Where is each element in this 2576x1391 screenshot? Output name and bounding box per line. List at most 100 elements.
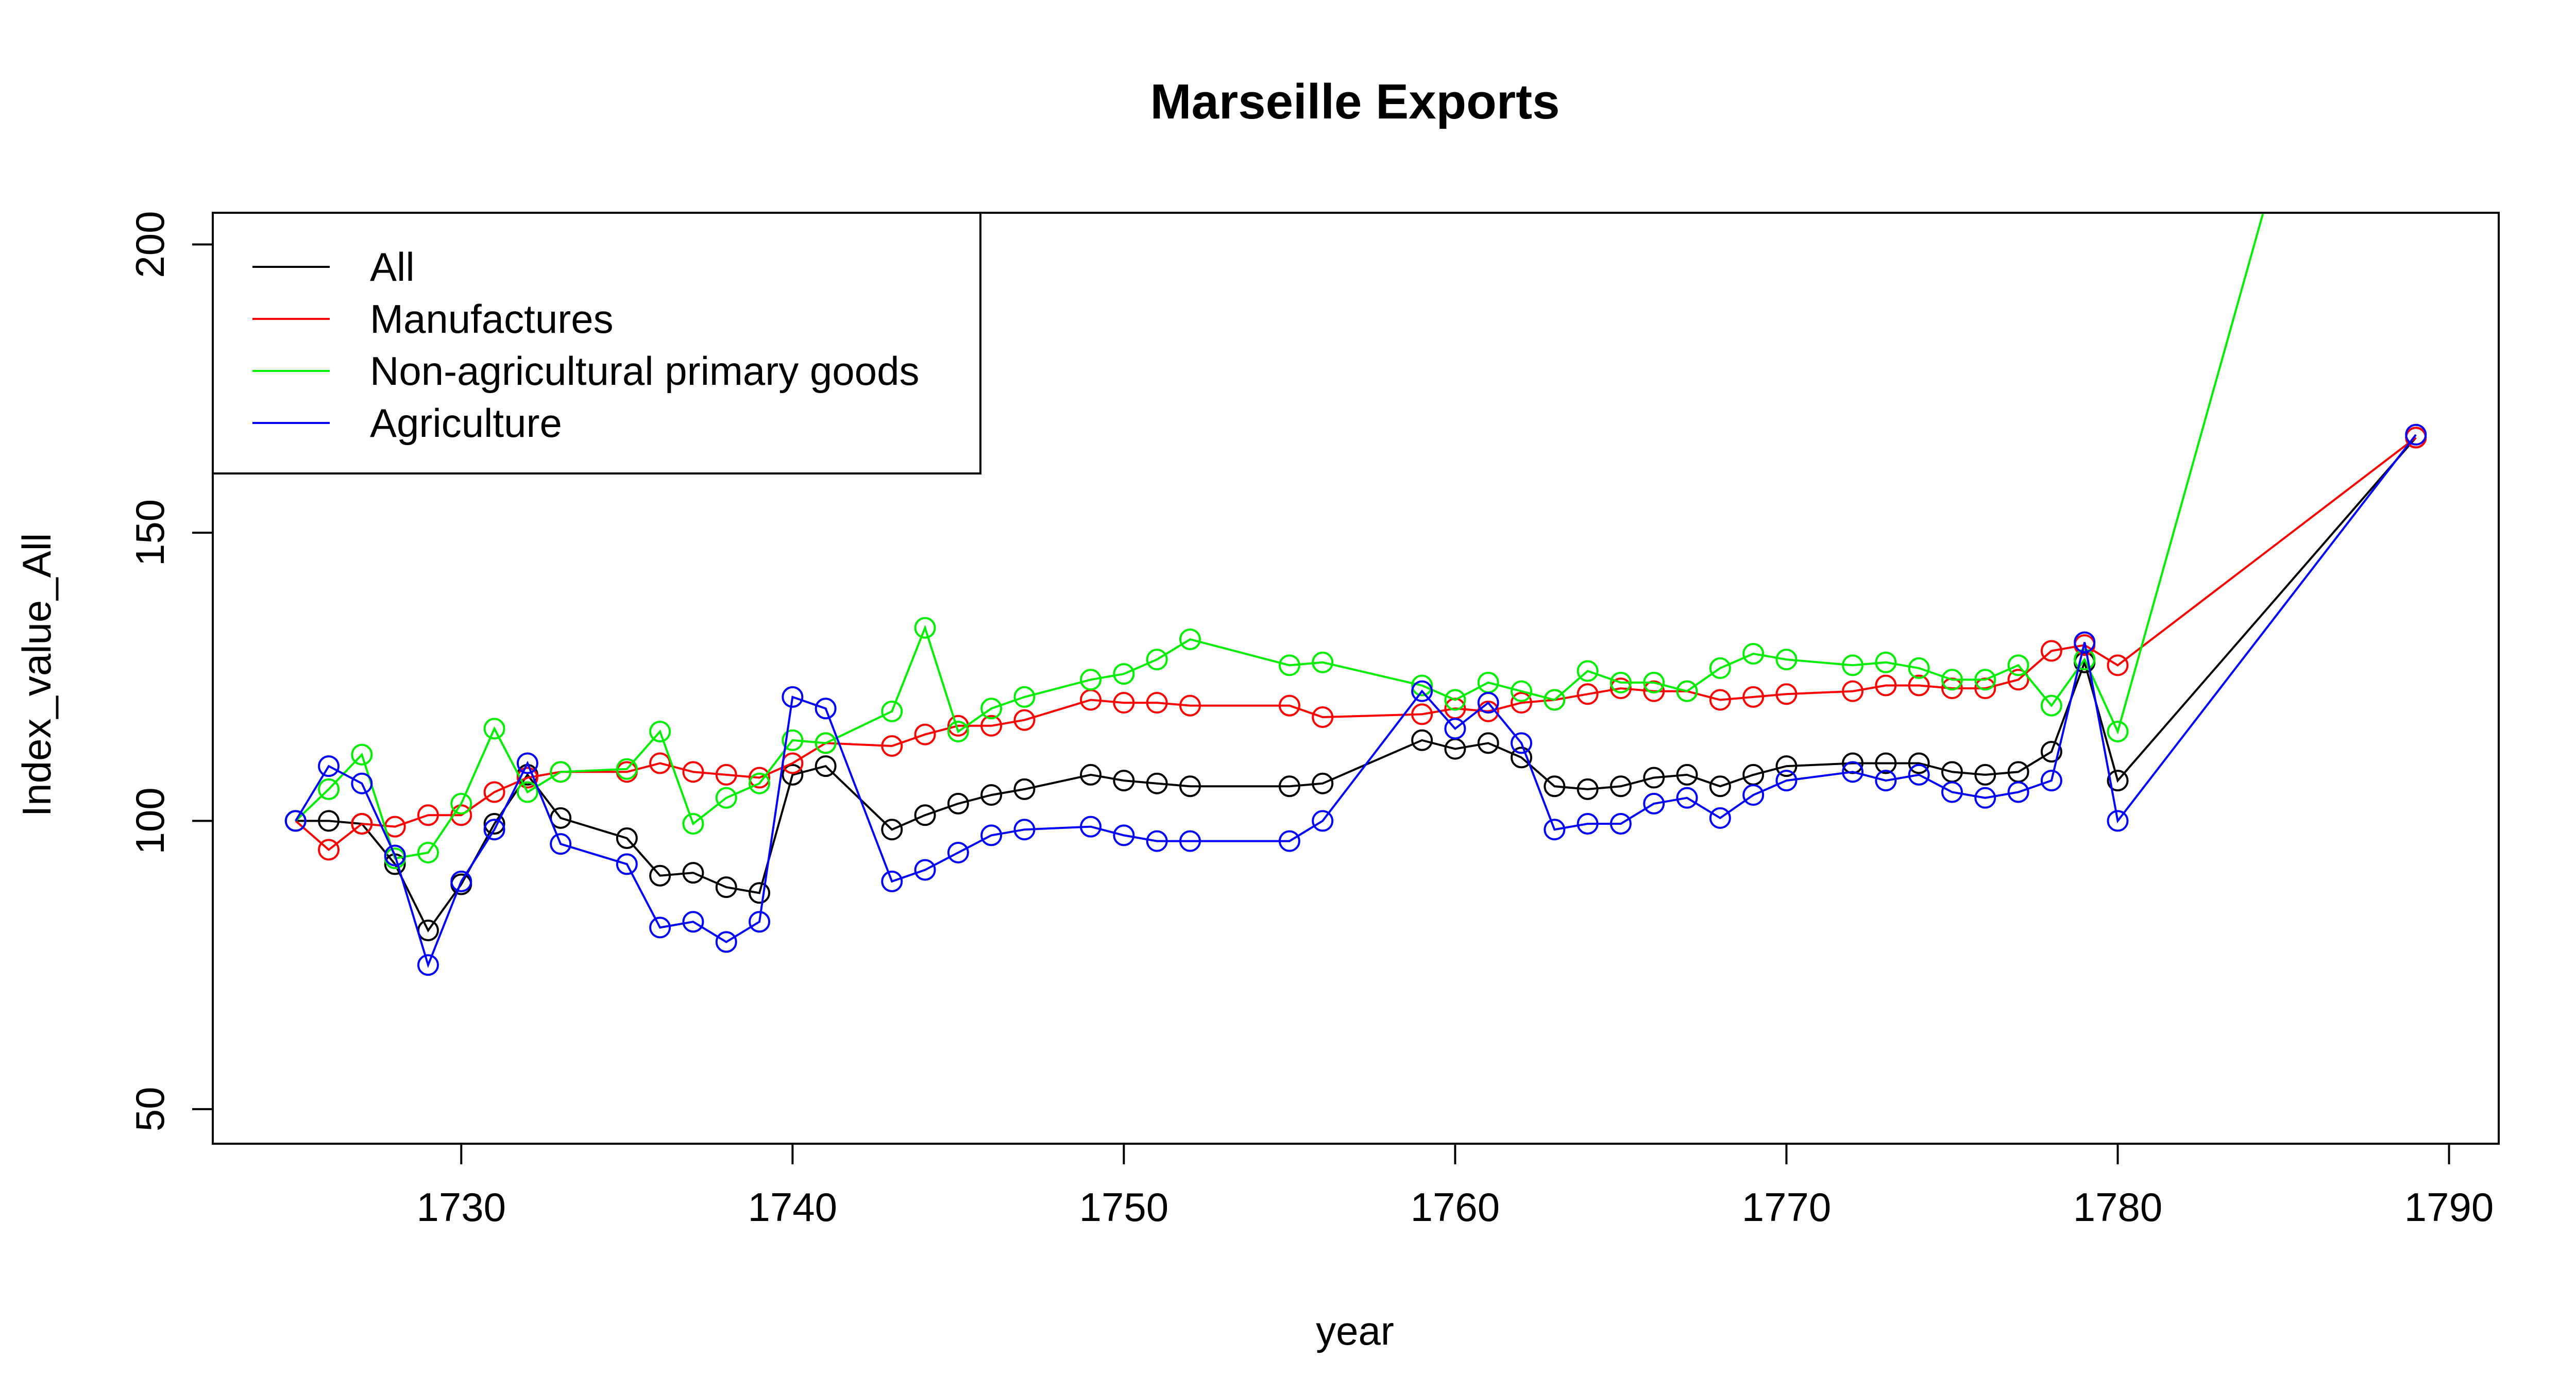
data-point-manufactures	[1908, 674, 1930, 697]
series-line-agriculture	[295, 434, 2417, 969]
data-point-manufactures	[682, 761, 704, 783]
data-point-manufactures	[1146, 692, 1168, 714]
data-point-all	[1411, 729, 1433, 751]
data-point-manufactures	[516, 767, 538, 789]
data-point-manufactures	[1941, 677, 1963, 700]
data-point-non-agricultural-primary-goods	[1742, 642, 1765, 665]
data-point-all	[1544, 775, 1566, 798]
data-point-agriculture	[649, 917, 671, 939]
data-point-non-agricultural-primary-goods	[1974, 669, 1996, 691]
legend-label: Non-agricultural primary goods	[370, 348, 919, 394]
data-point-non-agricultural-primary-goods	[2007, 654, 2029, 676]
data-point-non-agricultural-primary-goods	[1544, 689, 1566, 711]
data-point-agriculture	[1013, 819, 1036, 841]
data-point-agriculture	[616, 853, 638, 875]
series-agriculture	[284, 423, 2427, 976]
series-line-non-agricultural-primary-goods	[295, 213, 2264, 860]
x-tick-label: 1770	[1742, 1184, 1832, 1230]
data-point-agriculture	[815, 698, 837, 720]
data-point-manufactures	[351, 813, 373, 835]
data-point-agriculture	[1775, 770, 1798, 792]
data-point-non-agricultural-primary-goods	[1080, 669, 1102, 691]
series-line-all	[295, 437, 2417, 932]
data-point-manufactures	[1742, 686, 1765, 708]
data-point-all	[1609, 775, 1632, 798]
data-point-non-agricultural-primary-goods	[1511, 680, 1533, 702]
data-point-non-agricultural-primary-goods	[516, 781, 538, 803]
data-point-agriculture	[1511, 732, 1533, 754]
data-point-all	[782, 764, 804, 786]
data-point-non-agricultural-primary-goods	[1444, 689, 1466, 711]
data-point-all	[1775, 755, 1798, 777]
data-point-agriculture	[1444, 718, 1466, 740]
data-point-non-agricultural-primary-goods	[1842, 654, 1864, 676]
x-axis: 1730 1740 1750 1760 1770 1780 1790	[417, 1143, 2494, 1230]
data-point-agriculture	[1742, 784, 1765, 806]
data-point-agriculture	[1477, 692, 1499, 714]
data-point-agriculture	[2040, 770, 2062, 792]
data-point-agriculture	[2405, 423, 2427, 446]
data-point-all	[1709, 775, 1731, 798]
data-point-non-agricultural-primary-goods	[1577, 660, 1599, 682]
data-point-all	[1974, 764, 1996, 786]
data-point-non-agricultural-primary-goods	[715, 787, 737, 809]
data-point-non-agricultural-primary-goods	[1411, 674, 1433, 697]
y-tick-label: 150	[127, 499, 173, 566]
data-point-agriculture	[947, 841, 969, 863]
data-point-agriculture	[1544, 819, 1566, 841]
data-point-all	[1643, 767, 1665, 789]
legend-label: All	[370, 244, 415, 290]
data-point-agriculture	[483, 819, 505, 841]
data-point-manufactures	[980, 715, 1003, 737]
data-point-all	[1511, 747, 1533, 769]
x-tick-label: 1780	[2073, 1184, 2163, 1230]
data-point-non-agricultural-primary-goods	[1179, 628, 1201, 650]
data-point-non-agricultural-primary-goods	[1113, 663, 1135, 685]
y-axis: 50 100 150 200	[127, 211, 214, 1131]
data-point-all	[682, 862, 704, 884]
data-point-non-agricultural-primary-goods	[1875, 651, 1897, 673]
data-point-non-agricultural-primary-goods	[649, 720, 671, 742]
data-point-non-agricultural-primary-goods	[483, 718, 505, 740]
series-layer	[284, 213, 2427, 976]
data-point-agriculture	[1676, 787, 1698, 809]
data-point-non-agricultural-primary-goods	[1775, 649, 1798, 671]
legend-label: Agriculture	[370, 400, 562, 446]
data-point-non-agricultural-primary-goods	[815, 732, 837, 754]
data-point-all	[318, 810, 340, 832]
data-point-agriculture	[1179, 830, 1201, 852]
series-line-manufactures	[295, 436, 2417, 851]
data-point-non-agricultural-primary-goods	[914, 617, 936, 639]
data-point-agriculture	[450, 870, 472, 892]
data-point-all	[1146, 772, 1168, 794]
data-point-manufactures	[2007, 669, 2029, 691]
data-point-agriculture	[980, 824, 1003, 846]
data-point-non-agricultural-primary-goods	[1146, 649, 1168, 671]
data-point-non-agricultural-primary-goods	[1676, 680, 1698, 702]
x-tick-label: 1790	[2404, 1184, 2494, 1230]
series-non-agricultural-primary-goods	[284, 213, 2264, 870]
data-point-manufactures	[1411, 703, 1433, 725]
data-point-non-agricultural-primary-goods	[1312, 651, 1334, 673]
data-point-agriculture	[284, 810, 307, 832]
data-point-all	[715, 876, 737, 898]
data-point-manufactures	[2040, 640, 2062, 662]
data-point-agriculture	[1908, 764, 1930, 786]
data-point-manufactures	[1113, 692, 1135, 714]
data-point-manufactures	[483, 781, 505, 803]
data-point-agriculture	[1113, 824, 1135, 846]
chart-title: Marseille Exports	[1150, 74, 1560, 129]
data-point-all	[914, 804, 936, 826]
data-point-manufactures	[715, 764, 737, 786]
data-point-agriculture	[351, 772, 373, 794]
plot-frame	[212, 212, 2500, 1145]
data-point-all	[1278, 775, 1300, 798]
data-point-agriculture	[1974, 787, 1996, 809]
data-point-manufactures	[417, 804, 439, 826]
data-point-agriculture	[516, 752, 538, 774]
data-point-non-agricultural-primary-goods	[1609, 671, 1632, 693]
data-point-manufactures	[1775, 683, 1798, 705]
data-point-agriculture	[1643, 792, 1665, 815]
data-point-manufactures	[1875, 674, 1897, 697]
